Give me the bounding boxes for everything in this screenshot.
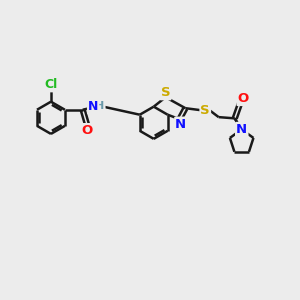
Text: N: N	[175, 118, 186, 130]
Text: O: O	[238, 92, 249, 105]
Text: Cl: Cl	[44, 78, 58, 92]
Text: H: H	[95, 100, 105, 110]
Text: N: N	[236, 125, 247, 138]
Text: S: S	[200, 104, 210, 117]
Text: S: S	[161, 86, 170, 99]
Text: O: O	[82, 124, 93, 137]
Text: N: N	[236, 123, 247, 136]
Text: N: N	[88, 100, 98, 113]
